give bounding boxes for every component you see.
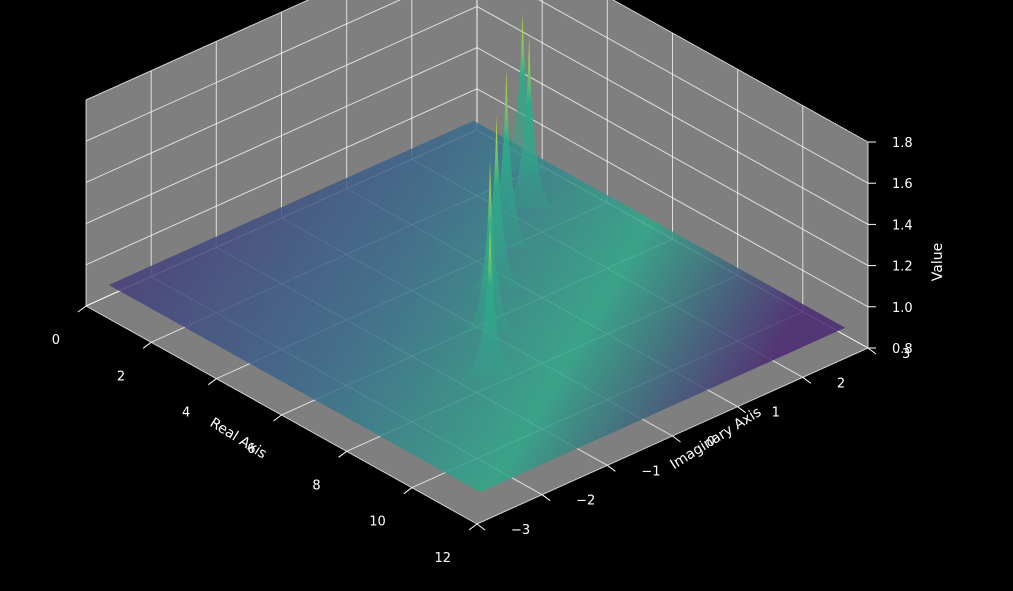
x-tick-label: 8 [312,478,320,493]
peak-3 [480,68,533,248]
y-tick-label: 1 [772,406,780,421]
z-tick-label: 0.8 [892,342,913,357]
z-tick-label: 1.8 [892,136,913,151]
x-axis-label: Real Axis [207,415,269,462]
x-tick-mark [77,305,87,313]
x-tick-label: 2 [117,369,125,384]
y-tick-mark [867,347,877,355]
surface-peaks [464,13,556,377]
x-tick-label: 10 [369,515,386,530]
x-tick-label: 12 [434,551,451,566]
y-tick-label: −3 [511,523,530,538]
peak-1 [496,13,549,172]
y-tick-label: 2 [837,376,845,391]
peak-4 [470,115,523,289]
x-tick-mark [273,414,282,422]
y-tick-label: 0 [707,435,715,450]
z-tick-label: 1.6 [892,177,913,192]
y-tick-mark [476,523,486,531]
z-axis-label: Value [930,243,946,281]
surface-plot [108,120,846,493]
y-tick-label: 3 [902,347,910,362]
x-tick-mark [403,487,413,495]
y-tick-label: −1 [641,464,660,479]
x-tick-mark [468,523,478,531]
x-tick-label: 4 [182,406,190,421]
y-tick-mark [672,435,681,443]
grid-line-value [85,5,869,225]
grid-line-value [85,0,869,143]
z-tick-label: 1.4 [892,218,913,233]
grid-line-value [85,47,869,267]
surface-sheet [108,120,846,493]
y-tick-label: −2 [576,494,595,509]
y-tick-mark [607,464,616,472]
x-tick-mark [142,341,152,349]
y-tick-mark [737,406,746,414]
y-tick-mark [802,376,812,384]
x-tick-label: 6 [247,442,255,457]
peak-2 [503,35,556,209]
x-tick-label: 0 [52,333,60,348]
grid-line-value [85,88,869,308]
x-tick-mark [338,450,347,458]
grid-line-value [85,0,869,184]
z-tick-label: 1.0 [892,301,913,316]
y-tick-mark [541,494,551,502]
peak-6 [464,224,517,377]
x-tick-mark [208,378,217,386]
z-tick-label: 1.2 [892,260,913,275]
